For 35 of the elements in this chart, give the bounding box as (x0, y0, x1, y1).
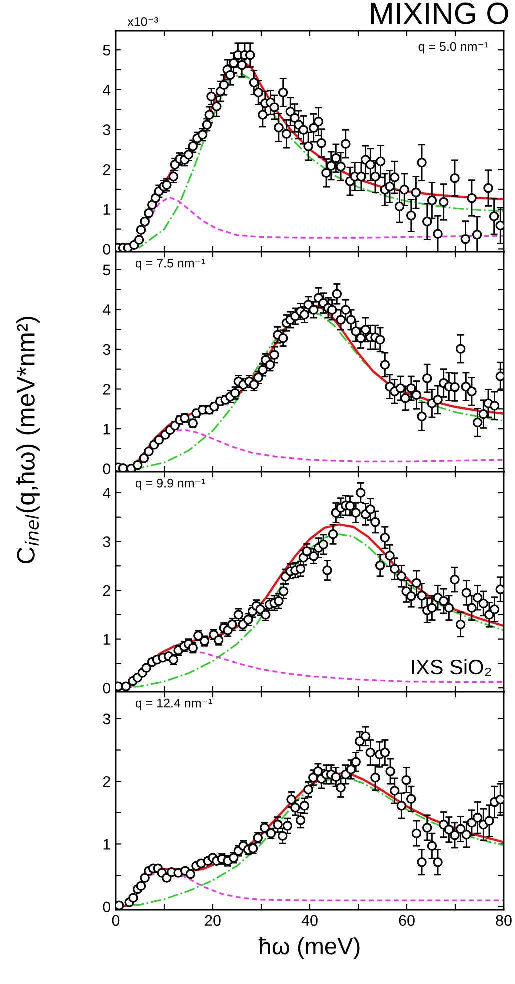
chart-title: MIXING O (371, 2, 508, 24)
x-tick-label: 0 (112, 915, 120, 926)
y-tick-label: 1 (104, 839, 110, 850)
y-tick-label: 1 (104, 204, 110, 215)
annotation: q = 12.4 nm⁻¹ (136, 698, 212, 710)
text: x10⁻³ (128, 17, 158, 26)
x-tick-label: 80 (496, 915, 512, 926)
y-tick-label: 3 (103, 124, 110, 136)
y-tick-label: 4 (102, 304, 111, 316)
y-axis-title: C$_{inel}$(q,ħω) (meV*nm²) (16, 317, 40, 564)
y-tick-label: 1 (104, 424, 110, 435)
y-tick-label: 3 (103, 714, 110, 725)
annotation: IXS SiO₂ (412, 659, 492, 676)
y-tick-label: 2 (103, 384, 110, 395)
y-tick-label: 2 (103, 164, 110, 176)
annotation: q = 5.0 nm⁻¹ (418, 42, 488, 54)
y-tick-label: 1 (104, 634, 110, 645)
y-tick-label: 4 (102, 488, 111, 499)
x-axis-title: ħω (meV) (258, 937, 360, 960)
x-tick-label: 20 (205, 915, 221, 926)
y-tick-label: 3 (103, 536, 110, 548)
y-tick-label: 4 (102, 84, 111, 96)
y-tick-label: 0 (103, 902, 111, 913)
y-tick-label: 3 (103, 344, 110, 356)
y-tick-label: 2 (103, 776, 110, 788)
y-tick-label: 0 (103, 244, 111, 255)
y-tick-label: 0 (103, 682, 111, 694)
annotation: q = 9.9 nm⁻¹ (136, 478, 206, 490)
y-tick-label: 2 (103, 585, 110, 596)
y-tick-label: 5 (103, 45, 110, 56)
x-tick-label: 40 (302, 915, 318, 926)
y-tick-label: 0 (103, 464, 111, 475)
x-tick-label: 60 (399, 915, 415, 926)
y-tick-label: 5 (103, 264, 110, 276)
annotation: q = 7.5 nm⁻¹ (136, 259, 206, 270)
